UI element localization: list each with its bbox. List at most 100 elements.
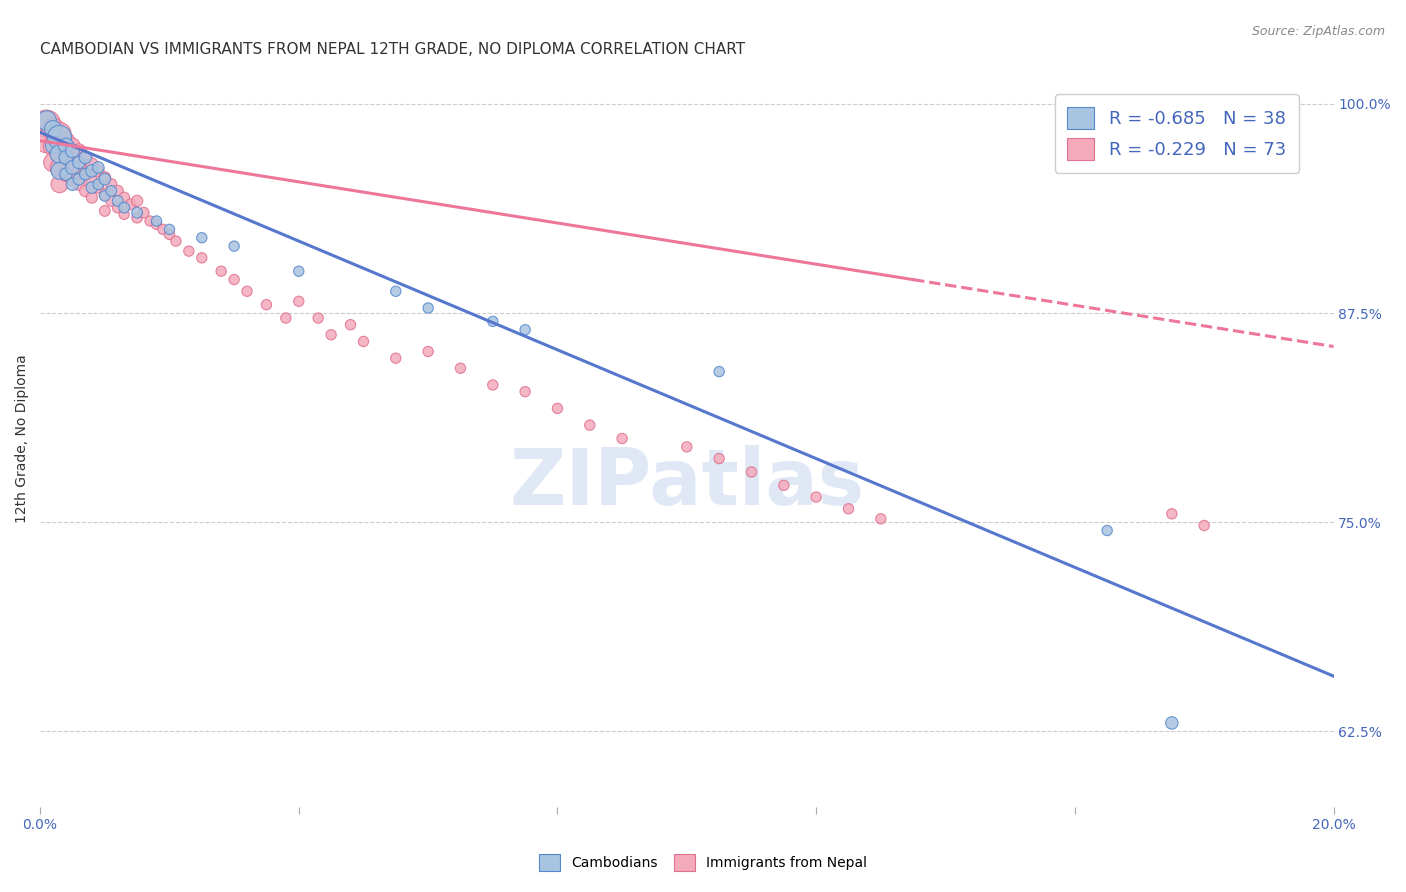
Point bbox=[48, 127, 70, 141]
Point bbox=[418, 301, 440, 315]
Point bbox=[35, 113, 58, 128]
Point bbox=[112, 191, 135, 205]
Point bbox=[67, 155, 90, 169]
Point bbox=[62, 155, 84, 169]
Point bbox=[87, 163, 110, 178]
Point bbox=[159, 222, 181, 236]
Point bbox=[1095, 524, 1118, 538]
Point bbox=[513, 384, 536, 399]
Point bbox=[75, 184, 97, 198]
Point bbox=[191, 251, 214, 265]
Point bbox=[75, 150, 97, 164]
Point bbox=[75, 150, 97, 164]
Point bbox=[120, 197, 142, 211]
Point bbox=[578, 418, 600, 433]
Point bbox=[80, 174, 103, 188]
Point bbox=[353, 334, 375, 349]
Point bbox=[675, 440, 697, 454]
Point bbox=[67, 178, 90, 192]
Point bbox=[450, 361, 472, 376]
Point bbox=[55, 150, 77, 164]
Point bbox=[107, 201, 129, 215]
Point bbox=[80, 157, 103, 171]
Point bbox=[55, 150, 77, 164]
Point bbox=[385, 285, 408, 299]
Point bbox=[127, 194, 149, 208]
Point bbox=[55, 138, 77, 153]
Point bbox=[100, 178, 122, 192]
Point bbox=[42, 122, 65, 136]
Point bbox=[100, 194, 122, 208]
Point bbox=[94, 172, 117, 186]
Point bbox=[55, 134, 77, 148]
Point bbox=[139, 214, 162, 228]
Point bbox=[42, 122, 65, 136]
Point bbox=[94, 189, 117, 203]
Point bbox=[100, 184, 122, 198]
Point bbox=[385, 351, 408, 366]
Y-axis label: 12th Grade, No Diploma: 12th Grade, No Diploma bbox=[15, 354, 30, 523]
Point bbox=[87, 178, 110, 192]
Point bbox=[209, 264, 232, 278]
Point bbox=[513, 323, 536, 337]
Point bbox=[707, 451, 730, 466]
Legend: R = -0.685   N = 38, R = -0.229   N = 73: R = -0.685 N = 38, R = -0.229 N = 73 bbox=[1054, 95, 1299, 172]
Point bbox=[42, 138, 65, 153]
Point bbox=[256, 298, 278, 312]
Point bbox=[48, 130, 70, 145]
Point bbox=[177, 244, 200, 259]
Point bbox=[107, 184, 129, 198]
Point bbox=[610, 432, 633, 446]
Point bbox=[62, 178, 84, 192]
Text: CAMBODIAN VS IMMIGRANTS FROM NEPAL 12TH GRADE, NO DIPLOMA CORRELATION CHART: CAMBODIAN VS IMMIGRANTS FROM NEPAL 12TH … bbox=[41, 42, 745, 57]
Point bbox=[837, 501, 859, 516]
Point bbox=[67, 172, 90, 186]
Point bbox=[165, 234, 187, 248]
Point bbox=[87, 161, 110, 175]
Point bbox=[62, 138, 84, 153]
Point bbox=[67, 161, 90, 175]
Point bbox=[55, 167, 77, 181]
Point bbox=[42, 155, 65, 169]
Point bbox=[418, 344, 440, 359]
Point bbox=[159, 227, 181, 242]
Point bbox=[48, 178, 70, 192]
Point bbox=[321, 327, 343, 342]
Point bbox=[307, 311, 329, 326]
Point bbox=[288, 264, 311, 278]
Point bbox=[127, 205, 149, 219]
Point bbox=[112, 207, 135, 221]
Point bbox=[80, 191, 103, 205]
Point bbox=[127, 211, 149, 225]
Point bbox=[740, 465, 762, 479]
Point bbox=[224, 239, 246, 253]
Point bbox=[236, 285, 259, 299]
Point bbox=[87, 180, 110, 194]
Point bbox=[80, 180, 103, 194]
Point bbox=[152, 222, 174, 236]
Point bbox=[48, 163, 70, 178]
Point bbox=[288, 294, 311, 309]
Text: ZIPatlas: ZIPatlas bbox=[509, 445, 865, 521]
Point bbox=[48, 144, 70, 158]
Point bbox=[48, 147, 70, 161]
Point bbox=[1160, 507, 1182, 521]
Point bbox=[481, 314, 503, 328]
Point bbox=[62, 144, 84, 158]
Point bbox=[145, 214, 167, 228]
Point bbox=[94, 204, 117, 219]
Point bbox=[35, 117, 58, 131]
Point bbox=[67, 144, 90, 158]
Point bbox=[80, 163, 103, 178]
Point bbox=[707, 365, 730, 379]
Point bbox=[132, 205, 155, 219]
Point bbox=[481, 378, 503, 392]
Point bbox=[869, 512, 891, 526]
Point bbox=[224, 272, 246, 286]
Point bbox=[112, 201, 135, 215]
Point bbox=[546, 401, 568, 416]
Point bbox=[145, 218, 167, 232]
Point bbox=[107, 194, 129, 208]
Point bbox=[42, 138, 65, 153]
Point bbox=[191, 231, 214, 245]
